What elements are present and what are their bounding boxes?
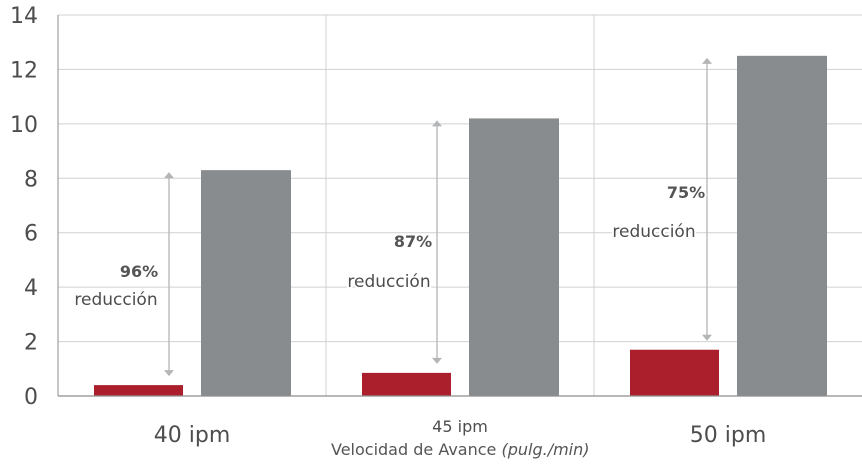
bar-red <box>362 372 451 396</box>
bar-red <box>630 349 719 396</box>
y-tick-label: 10 <box>10 113 38 138</box>
x-axis: 40 ipm 45 ipm 50 ipm <box>58 395 862 448</box>
arrow-head-up <box>702 57 712 64</box>
y-tick-label: 8 <box>24 167 38 192</box>
x-tick-label: 40 ipm <box>154 423 231 448</box>
x-axis-title-text: Velocidad de Avance <box>331 440 497 459</box>
reduction-arrow <box>702 57 712 341</box>
y-tick-label: 14 <box>10 4 38 29</box>
y-tick-label: 0 <box>24 385 38 410</box>
bar-gray <box>201 170 291 396</box>
arrow-head-down <box>164 370 174 377</box>
y-tick-label: 6 <box>24 222 38 247</box>
x-axis-title: Velocidad de Avance (pulg./min) <box>331 440 590 459</box>
reduction-text: reducción <box>612 222 695 242</box>
x-tick-label: 50 ipm <box>690 423 767 448</box>
reduction-arrow <box>432 120 442 364</box>
reduction-percent: 87% <box>394 232 432 251</box>
y-axis: 0 2 4 6 8 10 12 14 <box>10 4 59 410</box>
reduction-text: reducción <box>347 272 430 292</box>
chart-grid <box>58 14 862 396</box>
reduction-percent: 75% <box>667 183 705 202</box>
chart-annotations: 96% reducción 87% reducción 75% reducción <box>72 57 712 377</box>
arrow-head-up <box>432 120 442 127</box>
reduction-text: reducción <box>74 290 157 310</box>
reduction-arrow <box>164 172 174 377</box>
y-tick-label: 4 <box>24 276 38 301</box>
arrow-head-down <box>702 334 712 341</box>
y-tick-label: 2 <box>24 331 38 356</box>
bar-gray <box>469 118 559 397</box>
y-tick-label: 12 <box>10 58 38 83</box>
arrow-head-up <box>164 172 174 179</box>
reduction-percent: 96% <box>120 262 158 281</box>
bar-gray <box>737 55 827 396</box>
arrow-head-down <box>432 357 442 364</box>
chart-bars <box>94 55 827 397</box>
bar-red <box>94 385 183 396</box>
x-tick-label: 45 ipm <box>432 417 488 436</box>
x-axis-unit: (pulg./min) <box>501 440 590 459</box>
